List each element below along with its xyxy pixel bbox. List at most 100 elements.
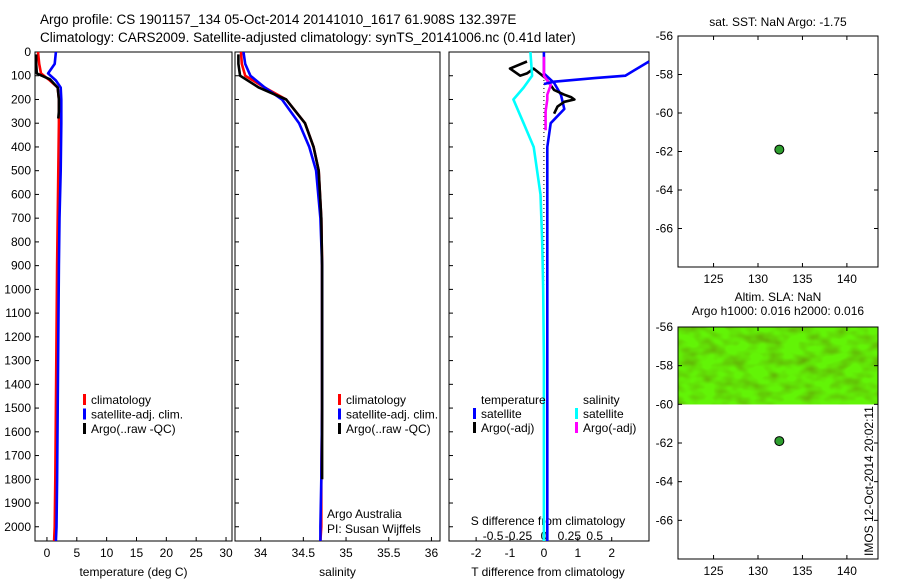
depth-tick-label: 1800 [4, 472, 31, 486]
sst-xtick-label: 130 [748, 272, 768, 286]
sla-field-texture [678, 327, 878, 405]
sla-ytick-label: -60 [656, 397, 674, 411]
temp-legend-satellite: satellite-adj. clim. [91, 408, 183, 422]
sst-xtick-label: 125 [704, 272, 724, 286]
temp-series-argo-raw-qc- [34, 54, 61, 119]
diff-frame [448, 51, 650, 542]
sal-xtick-label: 34.5 [292, 546, 316, 560]
temp-xtick-label: 25 [190, 546, 204, 560]
temp-xtick-label: 10 [100, 546, 114, 560]
sal-legend-swatch [338, 423, 341, 434]
sla-ytick-label: -62 [656, 436, 674, 450]
sal-series-argo-raw-qc- [237, 54, 324, 480]
temp-legend-climatology: climatology [91, 393, 151, 407]
sal-xtick-label: 34 [254, 546, 268, 560]
sal-xtick-label: 35.5 [377, 546, 401, 560]
depth-tick-label: 1700 [4, 449, 31, 463]
diff-series-satellite-excursion [543, 60, 650, 86]
diff-legend-t-argo: Argo(-adj) [481, 421, 534, 435]
diff-series-salinity-argo-adj- [542, 56, 553, 131]
sal-legend-argo: Argo(..raw -QC) [346, 422, 431, 436]
depth-tick-label: 1100 [5, 306, 31, 320]
diff-stick-label: -0.25 [505, 529, 533, 543]
diff-stick-label: 0.5 [586, 529, 603, 543]
diff-series-temperature-argo-adj- [508, 60, 576, 115]
depth-tick-label: 200 [11, 92, 31, 106]
temp-legend-argo: Argo(..raw -QC) [91, 422, 176, 436]
sla-ytick-label: -64 [656, 475, 674, 489]
sla-xtick-label: 130 [748, 564, 768, 578]
temp-xtick-label: 0 [44, 546, 51, 560]
depth-tick-label: 1500 [4, 401, 31, 415]
diff-stick-label: 0.25 [558, 529, 582, 543]
sal-legend-satellite: satellite-adj. clim. [346, 408, 438, 422]
diff-legend-t-argo-swatch [473, 422, 476, 433]
temp-series-climatology [36, 51, 61, 542]
temp-legend-swatch [83, 408, 86, 420]
depth-tick-label: 700 [11, 211, 31, 225]
diff-legend-temperature: temperature [481, 393, 546, 407]
temp-xlabel: temperature (deg C) [79, 565, 187, 579]
sst-xtick-label: 140 [837, 272, 857, 286]
sla-title-1: Altim. SLA: NaN [735, 290, 822, 304]
sst-ytick-label: -66 [656, 222, 674, 236]
sla-ytick-label: -56 [656, 320, 674, 334]
sst-ytick-label: -60 [656, 106, 674, 120]
sla-xtick-label: 135 [792, 564, 812, 578]
temp-series-satellite-adj-clim- [46, 51, 63, 542]
sal-series-satellite-adj-clim- [242, 51, 324, 541]
depth-tick-label: 500 [11, 164, 31, 178]
sst-ytick-label: -58 [656, 68, 674, 82]
header-line1: Argo profile: CS 1901157_134 05-Oct-2014… [40, 12, 517, 27]
diff-series-salinity-satellite [512, 51, 546, 541]
diff-xtick-label: 0 [541, 546, 548, 560]
sal-xtick-label: 35 [339, 546, 353, 560]
depth-tick-label: 1900 [4, 496, 31, 510]
diff-stick-label: -0.5 [483, 529, 504, 543]
diff-legend-salinity: salinity [583, 393, 620, 407]
sst-xtick-label: 135 [792, 272, 812, 286]
sal-xlabel: salinity [319, 565, 356, 579]
diff-xtick-label: -1 [505, 546, 516, 560]
depth-tick-label: 800 [11, 235, 31, 249]
sst-title: sat. SST: NaN Argo: -1.75 [709, 15, 847, 29]
temp-xtick-label: 20 [160, 546, 174, 560]
depth-tick-label: 300 [11, 116, 31, 130]
sla-xtick-label: 125 [704, 564, 724, 578]
diff-xlabel: T difference from climatology [471, 565, 625, 579]
depth-tick-label: 900 [11, 259, 31, 273]
temp-xtick-label: 15 [130, 546, 144, 560]
imos-timestamp: IMOS 12-Oct-2014 20:02:11 [862, 406, 876, 556]
diff-legend-s-satellite: satellite [583, 407, 624, 421]
depth-tick-label: 0 [24, 45, 31, 59]
temp-xtick-label: 30 [219, 546, 233, 560]
diff-series-temperature-satellite [542, 52, 566, 541]
diff-xtick-label: -2 [471, 546, 482, 560]
temp-frame [34, 51, 233, 542]
sla-xtick-label: 140 [837, 564, 857, 578]
sla-title-2: Argo h1000: 0.016 h2000: 0.016 [692, 304, 864, 318]
diff-legend-s-argo: Argo(-adj) [583, 421, 636, 435]
sst-ytick-label: -64 [656, 183, 674, 197]
sal-frame [234, 51, 441, 542]
header-line2: Climatology: CARS2009. Satellite-adjuste… [40, 30, 576, 45]
salinity-note-1: Argo Australia [327, 507, 402, 521]
sla-ytick-label: -66 [656, 513, 674, 527]
sal-legend-swatch [338, 408, 341, 420]
sal-xtick-label: 36 [425, 546, 439, 560]
sal-legend-climatology: climatology [346, 393, 406, 407]
depth-tick-label: 1000 [4, 282, 31, 296]
sal-legend-swatch [338, 394, 341, 405]
sst-ytick-label: -56 [656, 29, 674, 43]
temp-xtick-label: 5 [73, 546, 80, 560]
sla-argo-position-marker [774, 436, 785, 447]
depth-tick-label: 1200 [4, 330, 31, 344]
diff-legend-s-argo-swatch [575, 422, 578, 433]
depth-tick-label: 1400 [4, 377, 31, 391]
sst-argo-position-marker [774, 144, 785, 155]
sst-ytick-label: -62 [656, 145, 674, 159]
salinity-note-2: PI: Susan Wijffels [327, 522, 421, 536]
depth-tick-label: 600 [11, 187, 31, 201]
depth-tick-label: 2000 [4, 520, 31, 534]
